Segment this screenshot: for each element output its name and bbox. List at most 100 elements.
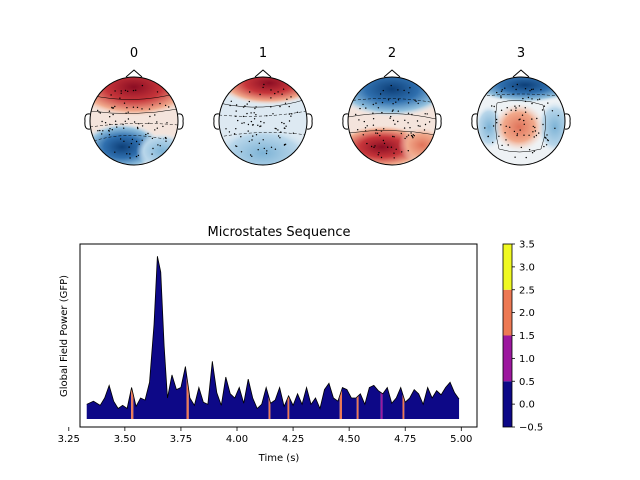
sensor-dot bbox=[387, 146, 389, 148]
sensor-dot bbox=[141, 108, 143, 110]
sensor-dot bbox=[255, 134, 258, 136]
sensor-dot bbox=[136, 106, 139, 109]
sensor-dot bbox=[119, 138, 122, 140]
sensor-dot bbox=[109, 128, 111, 130]
sensor-dot bbox=[277, 129, 279, 131]
sensor-dot bbox=[249, 91, 251, 93]
state-segment-2 bbox=[356, 395, 359, 419]
state-segment-0 bbox=[341, 387, 357, 419]
chart-title: Microstates Sequence bbox=[208, 225, 351, 240]
sensor-dot bbox=[524, 107, 526, 109]
sensor-dot bbox=[523, 134, 525, 136]
sensor-dot bbox=[403, 127, 406, 129]
colorbar-tick-label: 0.0 bbox=[519, 400, 535, 411]
colorbar-band-0 bbox=[503, 381, 512, 427]
x-axis-label: Time (s) bbox=[258, 453, 300, 464]
sensor-dot bbox=[513, 130, 516, 133]
sensor-dot bbox=[537, 99, 539, 101]
sensor-dot bbox=[546, 134, 548, 136]
state-segment-2 bbox=[186, 374, 189, 419]
sensor-dot bbox=[250, 120, 253, 123]
sensor-dot bbox=[381, 101, 384, 104]
sensor-dot bbox=[531, 102, 533, 105]
sensor-dot bbox=[554, 127, 556, 129]
gfp-line bbox=[86, 256, 460, 410]
sensor-dot bbox=[228, 131, 231, 133]
sensor-dot bbox=[520, 146, 522, 149]
sensor-dot bbox=[259, 125, 261, 128]
sensor-dot bbox=[527, 96, 530, 99]
topomap-row: 0 1 bbox=[84, 46, 571, 166]
sensor-dot bbox=[154, 114, 156, 116]
sensor-dot bbox=[387, 99, 390, 101]
sensor-dot bbox=[270, 89, 272, 91]
sensor-dot bbox=[225, 128, 227, 130]
state-segment-0 bbox=[270, 387, 288, 419]
sensor-dot bbox=[524, 111, 527, 113]
sensor-dot bbox=[166, 122, 168, 124]
sensor-dot bbox=[389, 117, 391, 119]
sensor-dot bbox=[492, 125, 495, 127]
sensor-dot bbox=[533, 150, 535, 152]
sensor-dot bbox=[359, 107, 361, 110]
sensor-dot bbox=[135, 140, 138, 143]
sensor-dot bbox=[372, 112, 374, 114]
sensor-dot bbox=[500, 124, 502, 126]
sensor-dot bbox=[409, 87, 411, 89]
sensor-dot bbox=[523, 123, 525, 125]
sensor-dot bbox=[270, 146, 273, 148]
sensor-dot bbox=[501, 144, 503, 147]
colorbar-band-1 bbox=[503, 335, 512, 382]
sensor-dot bbox=[535, 134, 538, 137]
sensor-dot bbox=[145, 133, 147, 136]
nose-outline bbox=[512, 69, 530, 78]
sensor-dot bbox=[417, 125, 419, 127]
sensor-dot bbox=[410, 134, 413, 137]
sensor-dot bbox=[532, 131, 534, 133]
sensor-dot bbox=[119, 97, 121, 99]
sensor-dot bbox=[162, 125, 164, 128]
sensor-dot bbox=[521, 114, 524, 116]
sensor-dot bbox=[112, 113, 114, 116]
x-tick-label: 3.25 bbox=[58, 434, 80, 445]
sensor-dot bbox=[122, 123, 124, 126]
sensor-dot bbox=[123, 140, 125, 142]
topomap-2: 2 bbox=[342, 46, 442, 166]
sensor-dot bbox=[370, 145, 373, 148]
sensor-dot bbox=[270, 97, 272, 99]
sensor-dot bbox=[493, 105, 495, 108]
sensor-dot bbox=[236, 145, 238, 148]
sensor-dot bbox=[515, 109, 517, 112]
sensor-dot bbox=[127, 118, 130, 120]
sensor-dot bbox=[257, 149, 259, 151]
sensor-dot bbox=[151, 153, 153, 155]
sensor-dot bbox=[130, 142, 133, 145]
sensor-dot bbox=[281, 121, 283, 124]
sensor-dot bbox=[393, 136, 395, 138]
sensor-dot bbox=[254, 107, 256, 110]
topomap-0: 0 bbox=[84, 46, 184, 166]
sensor-dot bbox=[484, 127, 486, 129]
sensor-dot bbox=[487, 135, 489, 138]
sensor-dot bbox=[120, 90, 122, 92]
sensor-dot bbox=[532, 88, 534, 90]
sensor-dot bbox=[281, 93, 283, 95]
right-ear-outline bbox=[435, 113, 442, 130]
sensor-dot bbox=[409, 127, 411, 129]
sensor-dot bbox=[279, 105, 281, 108]
state-segment-0 bbox=[86, 385, 132, 419]
state-segment-2 bbox=[287, 395, 290, 419]
sensor-dot bbox=[372, 103, 374, 106]
sensor-dot bbox=[376, 132, 379, 134]
left-ear-outline bbox=[84, 113, 91, 130]
state-segment-0 bbox=[133, 256, 187, 419]
sensor-dot bbox=[253, 112, 255, 114]
sensor-dot bbox=[133, 121, 136, 123]
sensor-dot bbox=[501, 89, 503, 91]
sensor-dot bbox=[403, 89, 405, 92]
sensor-dot bbox=[426, 113, 428, 115]
state-segment-0 bbox=[289, 383, 340, 419]
x-tick-label: 4.25 bbox=[282, 434, 304, 445]
sensor-dot bbox=[379, 134, 381, 137]
sensor-dot bbox=[383, 128, 385, 130]
